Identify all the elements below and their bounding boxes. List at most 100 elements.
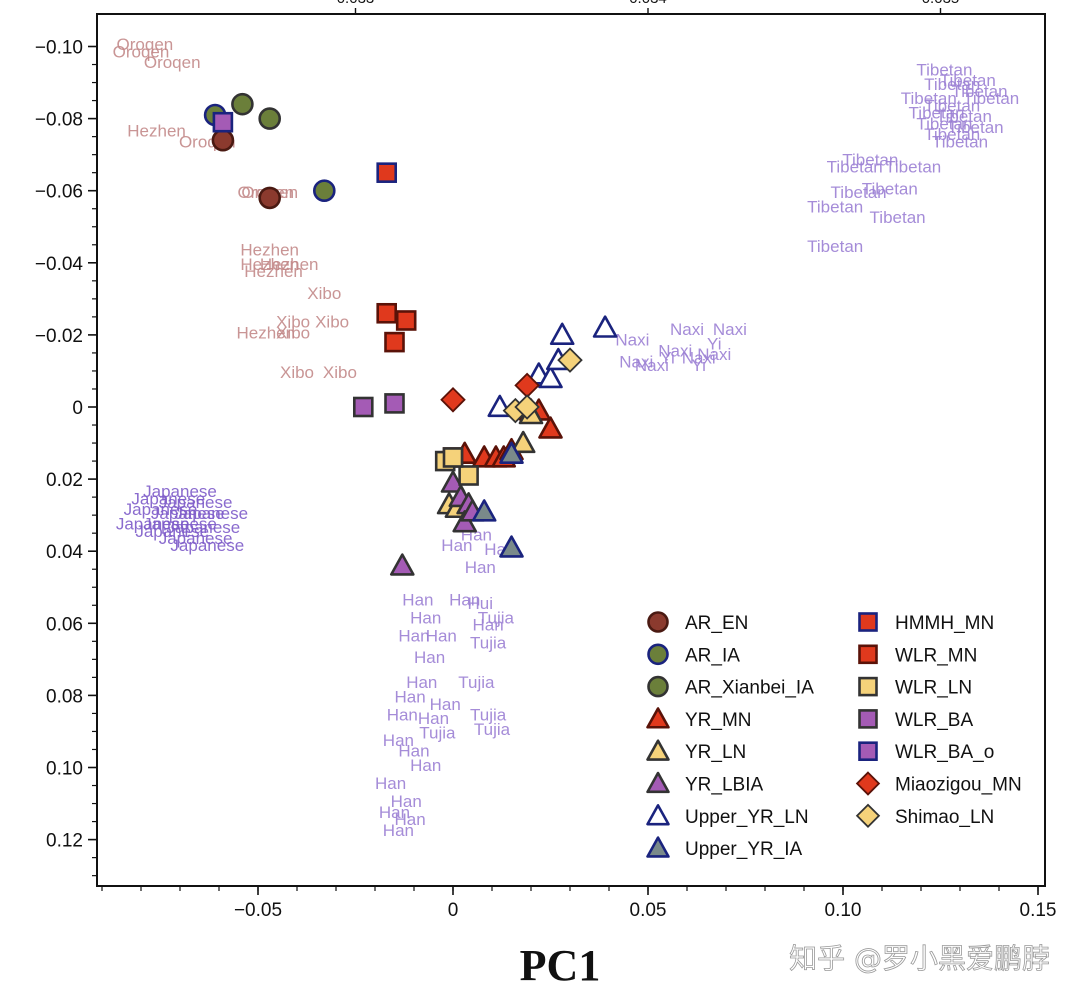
top-tick-label: 0.033	[337, 0, 375, 7]
population-label: Han	[387, 706, 418, 725]
population-label: Tibetan	[909, 104, 965, 123]
population-label: Tujia	[419, 724, 456, 743]
population-label: Oroqen	[144, 53, 201, 72]
x-tick-label: 0.05	[630, 900, 667, 921]
population-label: Tujia	[470, 706, 507, 725]
population-label: Xibo	[280, 363, 314, 382]
y-tick-label: 0.10	[46, 759, 83, 780]
population-label: Han	[395, 688, 426, 707]
marker-upper-yr-ln	[549, 322, 575, 346]
legend-label: AR_IA	[685, 645, 740, 666]
marker-upper-yr-ia	[499, 441, 524, 464]
legend-swatch	[858, 644, 878, 665]
marker-ar-xianbei-ia	[231, 92, 254, 116]
population-label: Han	[441, 536, 472, 555]
population-label: Naxi	[697, 345, 731, 364]
x-tick-label: 0.15	[1020, 900, 1057, 921]
population-label: Han	[410, 756, 441, 775]
y-tick-label: 0.12	[46, 831, 83, 852]
population-label: Tibetan	[916, 114, 972, 133]
population-label: Tibetan	[831, 183, 887, 202]
marker-ar-en	[258, 186, 282, 210]
marker-wlr-ba-o	[212, 111, 234, 133]
population-label: Tibetan	[924, 96, 980, 115]
population-label: Tibetan	[807, 197, 863, 216]
y-tick-label: −0.06	[35, 182, 83, 203]
population-label: Tujia	[478, 608, 515, 627]
legend-swatch	[855, 803, 881, 828]
population-label: Tujia	[470, 634, 507, 653]
population-label: Tibetan	[924, 125, 980, 144]
legend-label: Upper_YR_LN	[685, 807, 809, 828]
legend-swatch	[858, 709, 878, 729]
marker-miaozigou-mn	[440, 387, 466, 413]
marker-wlr-mn	[384, 331, 405, 353]
population-label: Han	[426, 626, 457, 645]
legend-swatch	[647, 675, 669, 698]
population-label: Hezhen	[127, 122, 186, 141]
marker-upper-yr-ln	[592, 315, 618, 338]
population-label: Xibo	[315, 313, 349, 332]
population-label: Hezhen	[240, 255, 299, 274]
y-tick-label: 0.08	[46, 686, 83, 707]
population-label: Han	[406, 673, 437, 692]
population-label: Han	[430, 695, 461, 714]
legend-swatch	[646, 739, 670, 761]
population-text-labels: OroqenOroqenOroqenOroqenOroqenHezhenHezh…	[113, 35, 1020, 840]
population-label: Tibetan	[963, 89, 1019, 108]
population-label: Hezhen	[236, 324, 295, 343]
marker-wlr-ln	[458, 465, 479, 486]
population-label: Xibo	[276, 324, 310, 343]
population-label: Naxi	[615, 331, 649, 350]
legend-swatch	[858, 741, 878, 762]
legend-label: YR_LN	[685, 742, 746, 763]
population-label: Naxi	[682, 349, 716, 368]
population-label: Japanese	[170, 536, 244, 555]
legend-label: AR_Xianbei_IA	[685, 678, 814, 699]
population-label: Tujia	[458, 673, 495, 692]
plot-frame	[96, 13, 1046, 887]
marker-hmmh-mn	[376, 162, 398, 183]
population-label: Tibetan	[862, 179, 918, 198]
population-label: Han	[383, 731, 414, 750]
legend-swatch	[646, 707, 670, 729]
population-label: Tibetan	[901, 89, 957, 108]
legend-swatch	[858, 612, 878, 632]
marker-wlr-ln	[442, 447, 464, 468]
legend-swatch	[855, 771, 881, 796]
legend-swatch	[646, 836, 670, 858]
population-label: Naxi	[635, 356, 669, 375]
population-label: Hezhen	[240, 241, 299, 260]
population-label: Han	[414, 648, 445, 667]
population-label: Japanese	[116, 515, 190, 534]
population-label: Japanese	[167, 518, 241, 537]
population-label: Tibetan	[916, 60, 972, 79]
population-label: Xibo	[276, 313, 310, 332]
population-label: Yi	[691, 356, 706, 375]
population-label: Japanese	[151, 504, 225, 523]
y-tick-label: 0.06	[46, 614, 83, 635]
sample-markers	[203, 92, 618, 576]
population-label: Han	[418, 709, 449, 728]
population-label: Han	[465, 558, 496, 577]
legend-swatch	[647, 611, 669, 633]
y-tick-label: −0.08	[35, 110, 83, 131]
y-tick-label: 0	[72, 398, 83, 419]
population-label: Tibetan	[870, 208, 926, 227]
population-label: Tibetan	[932, 132, 988, 151]
marker-ar-en	[211, 128, 235, 152]
x-tick-label: 0	[448, 900, 459, 921]
x-axis: −0.05 0 0.05 0.10 0.15	[101, 886, 1057, 921]
legend: AR_EN AR_IA AR_Xianbei_IA YR_MN YR_LN YR_LBIA…	[646, 611, 1022, 860]
population-label: Tujia	[474, 720, 511, 739]
population-label: Han	[449, 590, 480, 609]
marker-wlr-ba	[352, 396, 374, 418]
population-label: Tibetan	[951, 82, 1007, 101]
population-label: Tibetan	[827, 158, 883, 177]
population-label: Hezhen	[260, 255, 319, 274]
legend-label: YR_LBIA	[685, 775, 763, 796]
population-label: Yi	[707, 334, 722, 353]
population-label: Han	[391, 792, 422, 811]
population-label: Tibetan	[885, 158, 941, 177]
